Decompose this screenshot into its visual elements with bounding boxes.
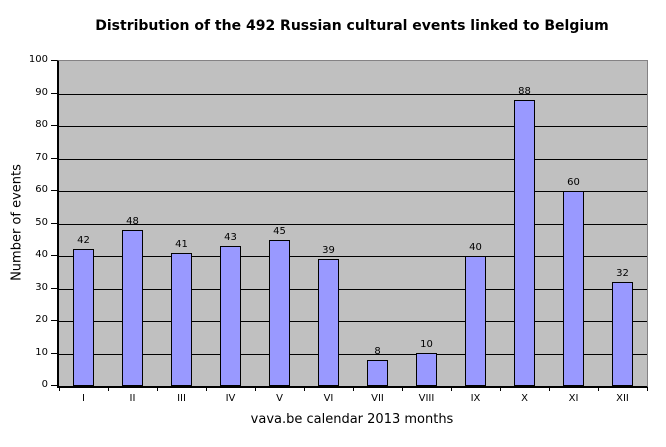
y-tick-mark [51, 125, 57, 126]
bar-value-label: 43 [224, 232, 237, 243]
gridline [59, 126, 647, 127]
bar [612, 282, 633, 386]
bar-value-label: 88 [518, 86, 531, 97]
bar [220, 246, 241, 386]
bar [122, 230, 143, 386]
y-tick-label: 30 [35, 281, 48, 293]
x-tick-mark [353, 387, 354, 391]
y-tick-mark [51, 92, 57, 94]
bar-value-label: 40 [469, 242, 482, 253]
bar-value-label: 48 [126, 216, 139, 227]
x-tick-mark [647, 387, 648, 391]
y-tick-label: 70 [35, 151, 48, 163]
plot-area: 42 48 41 43 45 39 8 10 40 88 60 32 [57, 60, 648, 388]
y-tick-label: 50 [35, 216, 48, 228]
gridline [59, 223, 647, 225]
gridline [59, 321, 647, 322]
x-tick-mark [402, 387, 403, 391]
x-tick-label: II [129, 393, 136, 404]
x-tick-label: VIII [418, 393, 435, 404]
bar [318, 259, 339, 386]
y-tick-mark [51, 320, 57, 321]
x-tick-mark [304, 387, 305, 391]
gridline [59, 353, 647, 355]
gridline [59, 158, 647, 160]
y-tick-mark [51, 157, 57, 159]
bar-value-label: 39 [322, 245, 335, 256]
x-tick-label: IV [225, 393, 236, 404]
y-tick-label: 60 [35, 184, 48, 195]
x-tick-mark [549, 387, 550, 391]
bar-value-label: 42 [77, 235, 90, 246]
gridline [59, 256, 647, 257]
y-tick-label: 10 [35, 346, 48, 358]
bar [416, 353, 437, 386]
y-tick-mark [51, 385, 57, 386]
y-tick-label: 100 [28, 54, 48, 65]
x-tick-mark [500, 387, 501, 391]
x-tick-label: V [276, 393, 283, 404]
bar-value-label: 45 [273, 226, 286, 237]
bar [514, 100, 535, 386]
y-tick-mark [51, 352, 57, 354]
y-tick-mark [51, 287, 57, 289]
x-tick-mark [598, 387, 599, 391]
x-tick-label: X [521, 393, 528, 404]
x-tick-label: III [177, 393, 186, 404]
bar [269, 240, 290, 386]
bar-value-label: 41 [175, 239, 188, 250]
y-tick-label: 40 [35, 249, 48, 260]
x-tick-mark [451, 387, 452, 391]
bar [465, 256, 486, 386]
chart-title: Distribution of the 492 Russian cultural… [95, 18, 609, 34]
y-tick-mark [51, 190, 57, 191]
y-tick-label: 20 [35, 314, 48, 325]
y-tick-label: 90 [35, 86, 48, 98]
x-axis-title: vava.be calendar 2013 months [250, 412, 454, 427]
bar [563, 191, 584, 386]
bar [367, 360, 388, 386]
x-tick-label: VII [371, 393, 384, 404]
x-tick-label: IX [470, 393, 481, 404]
x-tick-label: XII [616, 393, 629, 404]
bar-value-label: 60 [567, 177, 580, 188]
x-tick-label: VI [323, 393, 334, 404]
bar-value-label: 10 [420, 339, 433, 350]
x-tick-mark [157, 387, 158, 391]
gridline [59, 191, 647, 192]
bar [73, 249, 94, 386]
gridline [59, 288, 647, 290]
bar [171, 253, 192, 386]
x-tick-label: XI [568, 393, 579, 404]
gridline [59, 93, 647, 95]
y-tick-mark [51, 60, 57, 61]
x-tick-mark [255, 387, 256, 391]
y-tick-label: 0 [41, 379, 48, 390]
bar-value-label: 32 [616, 268, 629, 279]
y-tick-mark [51, 255, 57, 256]
x-tick-label: I [82, 393, 85, 404]
y-tick-label: 80 [35, 119, 48, 130]
x-tick-mark [59, 387, 60, 391]
x-tick-mark [206, 387, 207, 391]
x-tick-mark [108, 387, 109, 391]
bar-value-label: 8 [374, 346, 381, 357]
y-tick-mark [51, 222, 57, 224]
